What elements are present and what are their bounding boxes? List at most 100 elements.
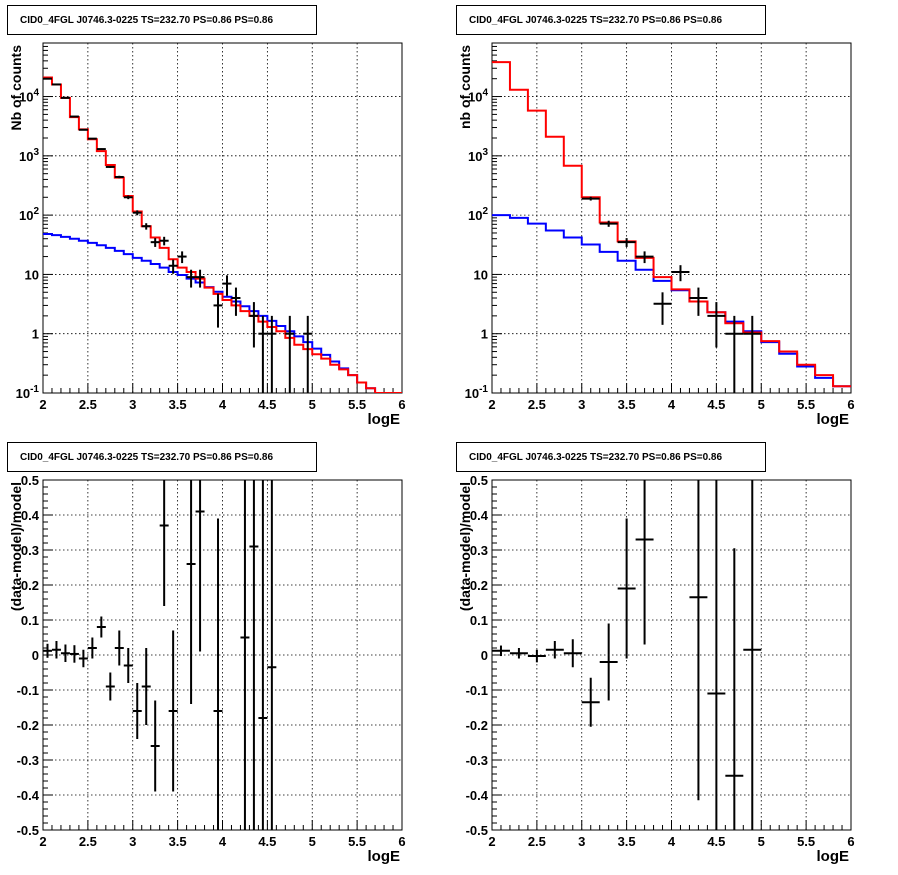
data-point [87, 637, 97, 659]
data-point [743, 480, 762, 830]
series-background_model [43, 233, 402, 393]
x-axis-label: logE [817, 848, 850, 865]
data-point [725, 548, 744, 830]
x-tick-label: 4 [219, 834, 227, 849]
data-point [707, 302, 726, 348]
x-tick-label: 3.5 [169, 834, 187, 849]
y-tick-label: -0.4 [17, 788, 40, 803]
data-point [159, 480, 169, 606]
y-tick-label: -0.1 [17, 683, 39, 698]
y-tick-label: -0.2 [17, 718, 39, 733]
data-point [285, 315, 295, 393]
data-point [186, 269, 196, 288]
data-point [492, 645, 510, 657]
series-model [492, 61, 851, 388]
data-point [258, 315, 268, 393]
data-point [69, 645, 79, 663]
data-point [545, 641, 564, 659]
y-tick-label: -0.1 [466, 683, 488, 698]
data-point [725, 315, 744, 393]
x-tick-label: 5 [758, 397, 765, 412]
y-tick-label: 0.2 [470, 578, 488, 593]
data-point [671, 265, 690, 282]
x-axis-label: logE [817, 411, 850, 428]
y-tick-label: 0.1 [470, 613, 488, 628]
data-point [60, 644, 70, 662]
data-point [303, 315, 313, 393]
data-point [743, 315, 762, 393]
axis-ticks [42, 479, 403, 831]
data-point [599, 220, 618, 227]
y-tick-label: 10-1 [16, 384, 40, 401]
data-point [581, 196, 600, 201]
data-point [141, 223, 151, 230]
data-point [150, 238, 160, 247]
x-tick-label: 2 [39, 834, 46, 849]
data-point [707, 480, 726, 830]
x-tick-label: 5 [309, 397, 316, 412]
x-tick-label: 6 [398, 834, 405, 849]
data-point [527, 649, 546, 663]
grid-lines [492, 43, 851, 393]
y-tick-label: -0.3 [17, 753, 39, 768]
data-point [159, 236, 169, 246]
data-point [249, 480, 259, 830]
x-tick-label: 3.5 [618, 397, 636, 412]
data-point [240, 480, 250, 830]
data-point [123, 195, 133, 200]
data-point [43, 643, 52, 658]
data-point [87, 137, 97, 140]
data-point [51, 641, 61, 659]
x-tick-label: 6 [847, 397, 854, 412]
y-tick-label: -0.5 [17, 823, 39, 838]
y-tick-label: 103 [19, 147, 39, 164]
data-point [177, 251, 187, 264]
y-tick-label: -0.5 [466, 823, 488, 838]
y-tick-label: 102 [19, 206, 39, 223]
y-tick-label: 10 [25, 267, 39, 282]
data-point [617, 238, 636, 247]
plot-counts-left: 2 2.5 3 3.5 4 4.5 5 5.5 6 10-1 1 10 102 103 104 logE Nb … [8, 42, 406, 428]
y-tick-label: 0.5 [21, 473, 39, 488]
y-tick-label: 0 [481, 648, 488, 663]
axis-ticks [491, 42, 852, 394]
y-tick-label: 10-1 [465, 384, 489, 401]
y-tick-label: 10 [474, 267, 488, 282]
y-tick-label: 0.3 [21, 543, 39, 558]
data-point [168, 259, 178, 274]
y-axis-label: nb of counts [457, 45, 473, 129]
data-point [186, 480, 196, 704]
y-axis-label: Nb of counts [8, 45, 24, 131]
x-tick-label: 4 [668, 397, 676, 412]
plot-residuals-right: 2 2.5 3 3.5 4 4.5 5 5.5 6 -0.5 -0.4 -0.3 -0.2 -0.1 0 0.… [457, 473, 855, 865]
data-point [617, 518, 636, 659]
x-tick-label: 4.5 [707, 834, 725, 849]
data-point [689, 480, 708, 801]
data-point [249, 302, 259, 348]
x-tick-label: 5.5 [797, 834, 815, 849]
data-point [509, 648, 528, 659]
y-tick-label: 102 [468, 206, 488, 223]
x-tick-label: 5.5 [348, 834, 366, 849]
y-tick-label: 1 [481, 327, 488, 342]
x-tick-label: 2.5 [79, 397, 97, 412]
x-tick-label: 3.5 [618, 834, 636, 849]
y-tick-label: -0.2 [466, 718, 488, 733]
x-tick-label: 5 [309, 834, 316, 849]
data-point [78, 649, 88, 668]
data-point [69, 115, 79, 118]
data-point [132, 683, 142, 739]
y-tick-label: 0.4 [470, 508, 489, 523]
x-tick-label: 3 [578, 834, 585, 849]
data-points [43, 77, 313, 393]
data-point [141, 648, 151, 725]
y-tick-label: -0.4 [466, 788, 489, 803]
x-tick-label: 2.5 [528, 397, 546, 412]
data-point [105, 672, 115, 701]
data-point [635, 251, 654, 264]
pad-bottom-right: 2 2.5 3 3.5 4 4.5 5 5.5 6 -0.5 -0.4 -0.3 -0.2 -0.1 0 0.… [449, 437, 898, 875]
x-tick-label: 3.5 [169, 397, 187, 412]
plot-title: CID0_4FGL J0746.3-0225 TS=232.70 PS=0.86… [456, 5, 766, 35]
y-tick-label: 0.2 [21, 578, 39, 593]
y-tick-label: 104 [468, 88, 488, 105]
